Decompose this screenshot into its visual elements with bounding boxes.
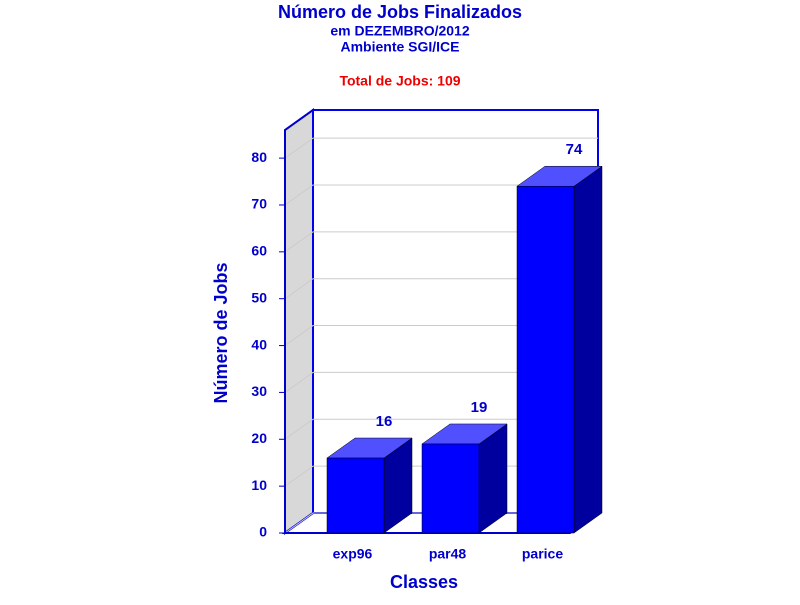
value-label: 19 <box>471 399 488 416</box>
y-tick-label: 40 <box>251 336 267 352</box>
grid-line <box>284 137 598 159</box>
chart-subtitle: Ambiente SGI/ICE <box>340 39 459 55</box>
x-tick-label: parice <box>522 546 563 562</box>
y-tick-label: 30 <box>251 383 267 399</box>
bar <box>421 443 480 534</box>
x-tick-label: exp96 <box>333 546 373 562</box>
y-tick-label: 10 <box>251 477 267 493</box>
y-axis-label: Número de Jobs <box>211 262 231 403</box>
bar <box>516 185 575 534</box>
grid-line <box>284 231 598 253</box>
value-label: 74 <box>566 141 583 158</box>
value-label: 16 <box>376 413 393 430</box>
grid-line <box>284 184 598 206</box>
x-axis-label: Classes <box>390 572 458 592</box>
y-tick-label: 0 <box>259 524 267 540</box>
grid-line <box>284 278 598 300</box>
bar <box>326 457 385 534</box>
chart-subtitle: em DEZEMBRO/2012 <box>330 23 469 39</box>
y-tick-label: 50 <box>251 289 267 305</box>
y-tick-label: 70 <box>251 196 267 212</box>
grid-line <box>284 371 598 393</box>
y-tick-label: 80 <box>251 149 267 165</box>
annotation: Total de Jobs: 109 <box>339 73 460 89</box>
bar-side <box>573 165 603 534</box>
grid-line <box>284 325 598 346</box>
y-tick-label: 20 <box>251 430 267 446</box>
x-tick-label: par48 <box>429 546 467 562</box>
grid-line <box>284 418 598 440</box>
chart-title: Número de Jobs Finalizados <box>278 2 522 22</box>
y-tick-label: 60 <box>251 243 267 259</box>
